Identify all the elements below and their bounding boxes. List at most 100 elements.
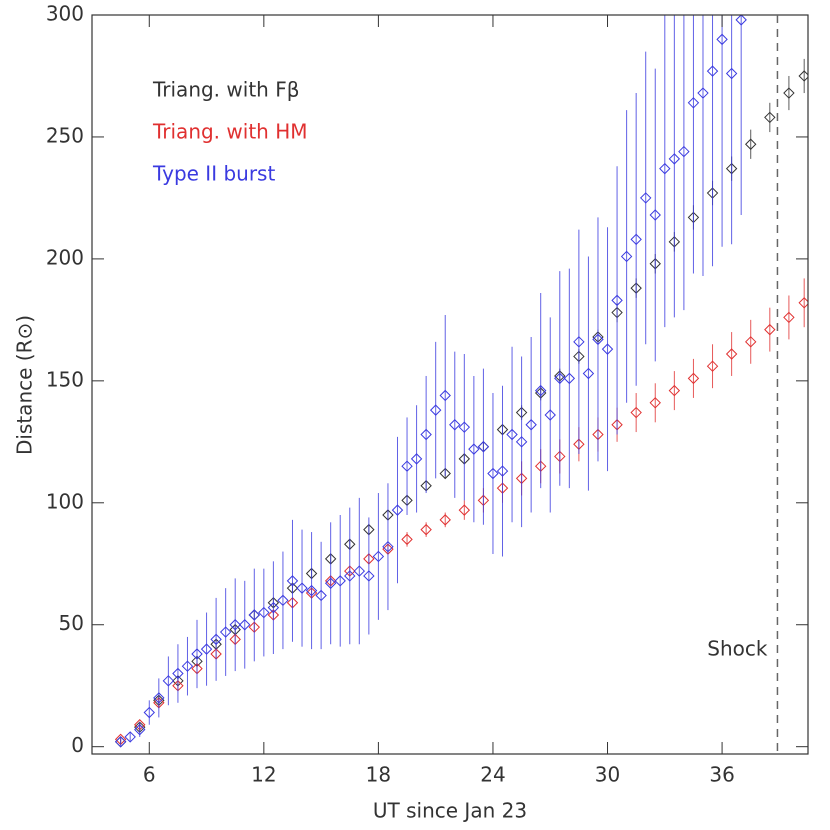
marker bbox=[764, 323, 776, 336]
marker bbox=[143, 706, 155, 719]
marker bbox=[439, 514, 451, 526]
x-tick-label: 6 bbox=[143, 763, 156, 787]
y-tick-label: 50 bbox=[59, 611, 84, 635]
marker bbox=[410, 453, 423, 465]
marker bbox=[611, 294, 623, 307]
marker bbox=[630, 406, 642, 419]
x-tick-label: 30 bbox=[595, 763, 620, 787]
marker bbox=[630, 233, 642, 246]
marker bbox=[468, 443, 480, 455]
marker bbox=[267, 601, 280, 614]
x-tick-label: 12 bbox=[251, 763, 276, 787]
marker bbox=[649, 397, 661, 409]
marker bbox=[716, 33, 728, 46]
marker bbox=[420, 428, 432, 441]
marker bbox=[764, 111, 776, 124]
marker bbox=[305, 584, 318, 597]
marker bbox=[496, 465, 509, 477]
marker bbox=[735, 15, 747, 26]
marker bbox=[525, 419, 537, 431]
marker bbox=[601, 343, 614, 355]
marker bbox=[487, 467, 499, 480]
marker bbox=[573, 336, 585, 348]
marker bbox=[554, 372, 566, 385]
marker bbox=[219, 626, 232, 638]
marker bbox=[258, 606, 270, 619]
marker bbox=[210, 633, 222, 646]
marker bbox=[200, 643, 213, 655]
marker bbox=[248, 609, 261, 621]
marker bbox=[783, 87, 795, 99]
marker bbox=[639, 192, 652, 204]
marker bbox=[725, 348, 738, 360]
marker bbox=[706, 65, 719, 77]
marker bbox=[420, 523, 432, 536]
plot-area bbox=[114, 15, 808, 748]
marker bbox=[353, 565, 366, 577]
x-tick-label: 36 bbox=[709, 763, 734, 787]
marker bbox=[458, 421, 471, 433]
marker bbox=[534, 384, 547, 397]
marker bbox=[439, 389, 451, 402]
legend-label: Triang. with HM bbox=[152, 120, 307, 144]
y-tick-label: 150 bbox=[46, 367, 84, 391]
marker bbox=[153, 692, 165, 704]
marker bbox=[286, 575, 299, 587]
marker bbox=[172, 667, 184, 680]
y-tick-label: 0 bbox=[71, 733, 84, 757]
marker bbox=[592, 333, 604, 346]
marker bbox=[277, 594, 289, 607]
y-tick-label: 200 bbox=[46, 245, 84, 269]
marker bbox=[745, 336, 757, 348]
marker bbox=[382, 540, 394, 553]
marker bbox=[124, 731, 136, 743]
marker bbox=[515, 436, 528, 448]
marker bbox=[725, 67, 738, 80]
marker bbox=[563, 372, 576, 385]
marker bbox=[706, 360, 719, 372]
marker bbox=[668, 153, 681, 165]
marker bbox=[449, 419, 461, 431]
marker bbox=[429, 404, 442, 416]
y-tick-label: 300 bbox=[46, 2, 84, 26]
marker bbox=[401, 460, 413, 472]
marker bbox=[687, 372, 700, 385]
annotation: Shock bbox=[707, 637, 768, 661]
marker bbox=[477, 440, 490, 453]
marker bbox=[697, 87, 709, 99]
marker bbox=[315, 589, 327, 602]
marker bbox=[134, 723, 146, 736]
legend-label: Type II burst bbox=[152, 162, 275, 186]
y-axis-label: Distance (R⊙) bbox=[13, 315, 37, 455]
marker bbox=[391, 504, 404, 516]
marker bbox=[372, 550, 385, 563]
x-tick-label: 24 bbox=[480, 763, 505, 787]
marker bbox=[678, 145, 690, 158]
x-tick-label: 18 bbox=[366, 763, 391, 787]
marker bbox=[458, 504, 471, 516]
marker bbox=[344, 570, 356, 582]
marker bbox=[324, 577, 337, 589]
legend-label: Triang. with Fβ bbox=[152, 78, 299, 102]
marker bbox=[582, 367, 595, 380]
marker bbox=[506, 428, 518, 441]
marker bbox=[181, 660, 194, 672]
marker bbox=[334, 575, 346, 587]
y-tick-label: 100 bbox=[46, 489, 84, 513]
marker bbox=[229, 619, 241, 631]
marker bbox=[783, 311, 795, 324]
marker bbox=[162, 675, 175, 687]
x-axis-label: UT since Jan 23 bbox=[373, 799, 527, 823]
marker bbox=[191, 648, 203, 660]
marker bbox=[401, 533, 413, 546]
marker bbox=[620, 250, 633, 263]
marker bbox=[544, 409, 556, 421]
marker bbox=[239, 619, 251, 631]
marker bbox=[114, 736, 127, 748]
marker bbox=[687, 97, 700, 109]
marker bbox=[649, 209, 661, 221]
marker bbox=[363, 570, 375, 582]
marker bbox=[745, 138, 757, 150]
marker bbox=[296, 582, 308, 594]
